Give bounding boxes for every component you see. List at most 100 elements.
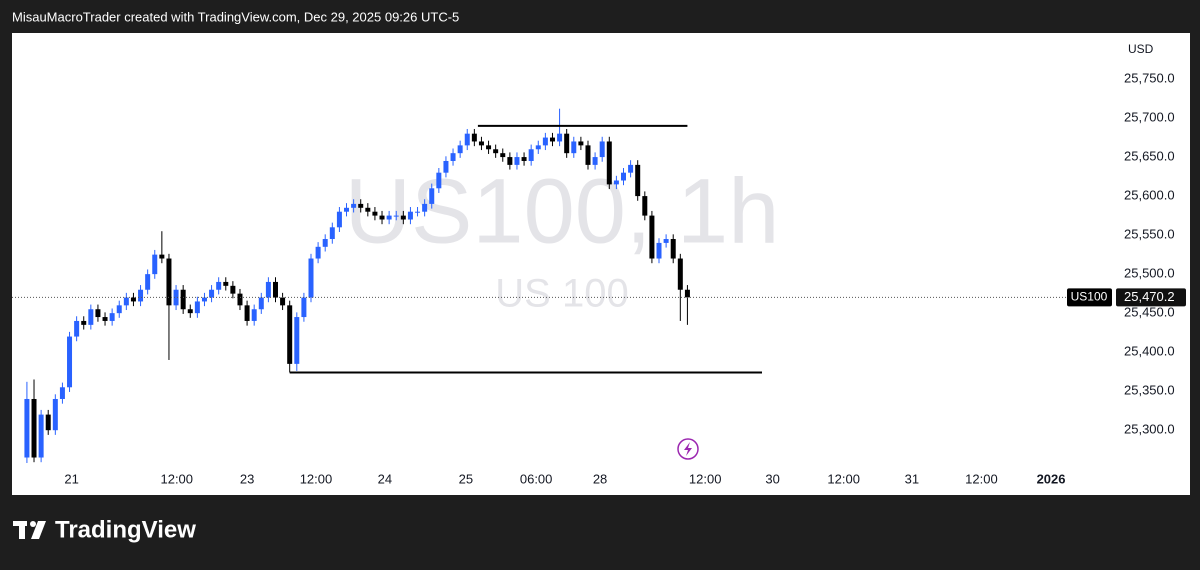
x-tick-label: 12:00 — [965, 471, 998, 486]
candle-body — [613, 180, 619, 185]
candle-body — [592, 157, 598, 165]
watermark-sub: US 100 — [495, 272, 628, 316]
candle-body — [585, 145, 591, 165]
candle-body — [642, 196, 648, 216]
candle-body — [663, 239, 669, 243]
candle-body — [351, 203, 357, 208]
candle-body — [187, 309, 193, 314]
candle-body — [130, 297, 136, 302]
y-tick-label: 25,300.0 — [1124, 422, 1175, 437]
candle-body — [635, 164, 641, 197]
candle-body — [59, 387, 65, 399]
candle-body — [109, 313, 115, 321]
watermark: US100, 1h — [345, 160, 780, 262]
candle-body — [521, 157, 527, 161]
candle-body — [52, 398, 58, 431]
candle-body — [95, 309, 101, 318]
candle-body — [542, 137, 548, 146]
candle-body — [535, 145, 541, 150]
candle-body — [138, 289, 144, 302]
y-tick-label: 25,650.0 — [1124, 149, 1175, 164]
candle-body — [272, 281, 278, 298]
y-tick-label: 25,500.0 — [1124, 266, 1175, 281]
candle-body — [67, 336, 73, 388]
candle-body — [500, 153, 506, 158]
candle-body — [457, 145, 463, 154]
candle-body — [557, 133, 563, 142]
x-tick-label: 24 — [378, 471, 392, 486]
candle-body — [493, 149, 499, 154]
candle-body — [471, 133, 477, 142]
candle-body — [336, 211, 342, 228]
y-tick-label: 25,450.0 — [1124, 305, 1175, 320]
candle-body — [628, 164, 634, 173]
logo-slash — [31, 521, 46, 539]
candle-body — [656, 242, 662, 259]
candle-body — [287, 305, 293, 364]
candle-body — [329, 227, 335, 240]
candle-body — [670, 239, 676, 259]
candle-body — [223, 281, 229, 286]
candle-body — [280, 297, 286, 306]
candle-body — [549, 137, 555, 142]
candle-body — [564, 133, 570, 154]
candle-body — [230, 285, 236, 294]
candle-body — [81, 320, 87, 325]
candle-body — [606, 141, 612, 185]
x-tick-label: 12:00 — [689, 471, 722, 486]
y-tick-label: 25,600.0 — [1124, 188, 1175, 203]
candle-body — [372, 211, 378, 216]
candle-body — [379, 215, 385, 220]
candle-body — [166, 258, 172, 306]
logo-stem — [19, 521, 25, 539]
candle-body — [251, 309, 257, 321]
candle-body — [649, 215, 655, 259]
candle-body — [315, 246, 321, 259]
y-tick-label: 25,400.0 — [1124, 344, 1175, 359]
candle-body — [152, 254, 158, 275]
candle-body — [528, 149, 534, 161]
candle-body — [194, 301, 200, 314]
candle-body — [464, 133, 470, 146]
candle-body — [180, 289, 186, 310]
candle-body — [159, 254, 165, 259]
candle-body — [415, 211, 421, 213]
chart-panel — [12, 33, 1190, 495]
y-tick-label: 25,350.0 — [1124, 383, 1175, 398]
candle-body — [578, 141, 584, 146]
candle-body — [237, 293, 243, 306]
x-tick-label: 28 — [593, 471, 607, 486]
candle-body — [486, 145, 492, 150]
symbol-label: US100 — [1071, 290, 1108, 304]
candle-body — [265, 281, 271, 298]
candle-body — [450, 153, 456, 161]
logo-dot — [30, 521, 36, 527]
candle-body — [514, 157, 520, 165]
y-tick-label: 25,700.0 — [1124, 109, 1175, 124]
candle-body — [393, 215, 399, 217]
event-icon — [677, 438, 699, 460]
candle-body — [74, 320, 80, 337]
candle-body — [244, 305, 250, 321]
currency: USD — [1128, 42, 1154, 56]
candle-body — [507, 157, 513, 165]
x-tick-label: 31 — [905, 471, 919, 486]
x-tick-label: 2026 — [1037, 471, 1066, 486]
candle-body — [322, 239, 328, 247]
x-tick-label: 25 — [459, 471, 473, 486]
candle-body — [145, 274, 151, 290]
symbol-tag — [1067, 288, 1112, 307]
candle-body — [684, 289, 690, 298]
candle-body — [173, 289, 179, 306]
candle-body — [201, 297, 207, 302]
candle-body — [443, 160, 449, 173]
last-price-label: 25,470.2 — [1124, 289, 1175, 304]
candle-body — [422, 203, 428, 212]
candle-body — [429, 188, 435, 204]
x-tick-label: 12:00 — [827, 471, 860, 486]
x-tick-label: 06:00 — [520, 471, 553, 486]
price-tag — [1116, 288, 1186, 307]
candle-body — [599, 141, 605, 158]
